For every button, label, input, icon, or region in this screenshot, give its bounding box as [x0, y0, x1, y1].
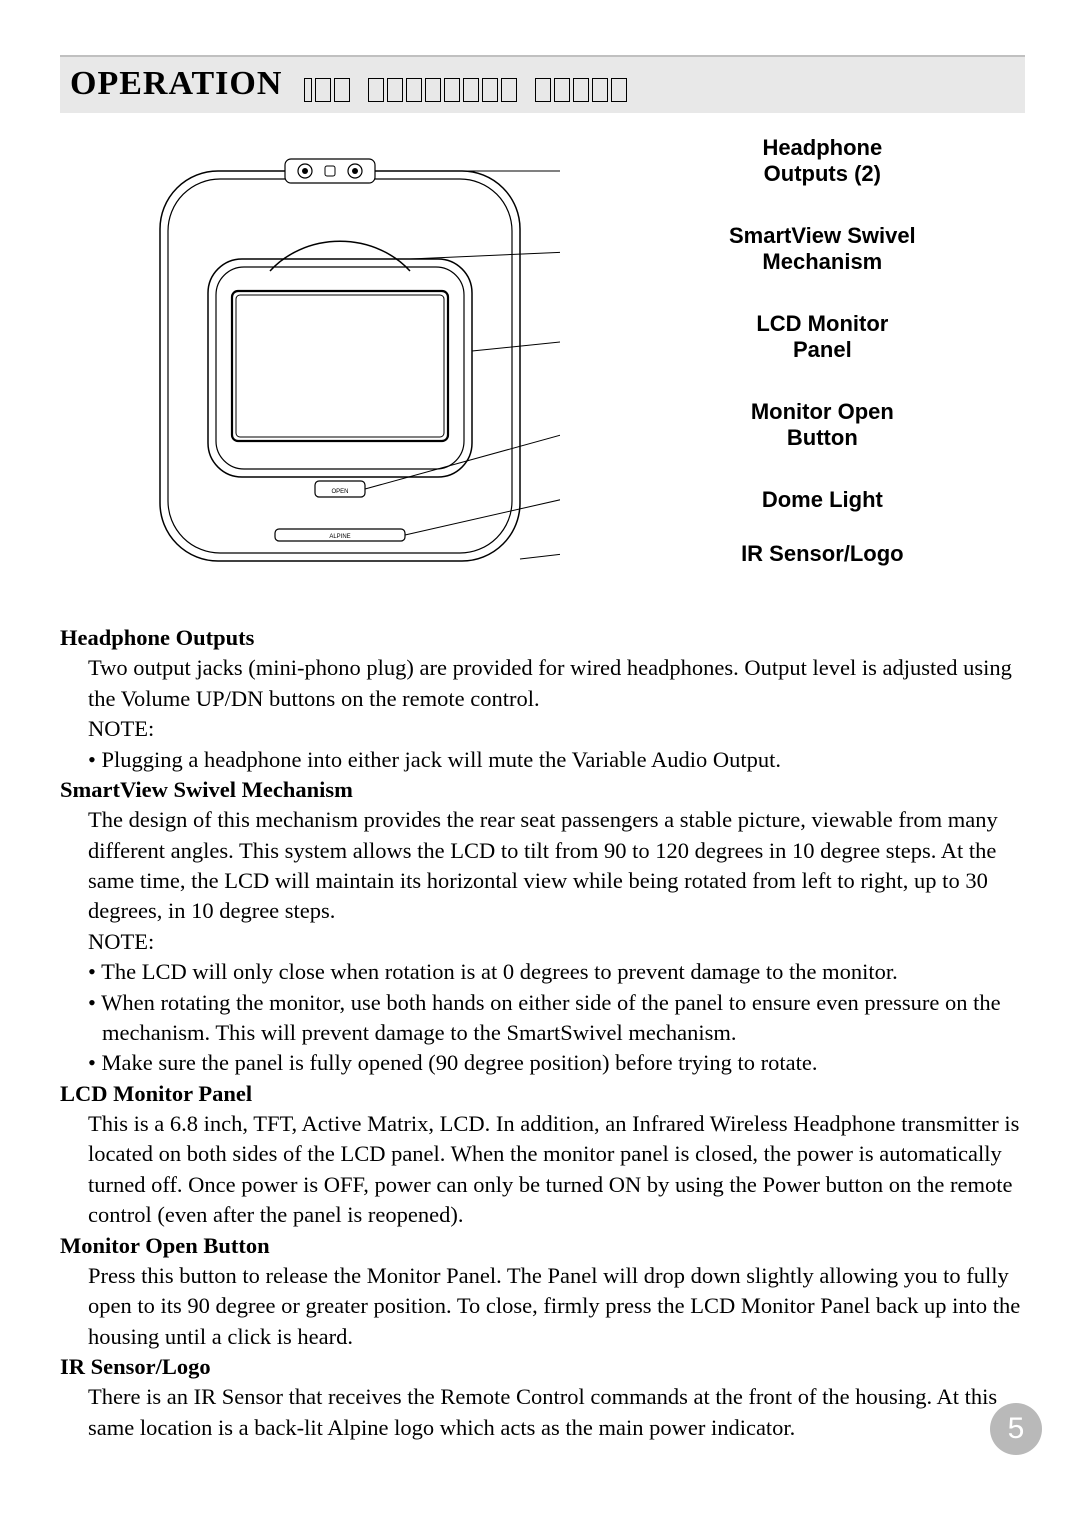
heading-ir-sensor-logo: IR Sensor/Logo — [60, 1352, 1025, 1382]
heading-headphone-outputs: Headphone Outputs — [60, 623, 1025, 653]
heading-smartview-swivel: SmartView Swivel Mechanism — [60, 775, 1025, 805]
subtitle-glyph-boxes — [304, 78, 627, 102]
label-dome-light: Dome Light — [620, 487, 1025, 513]
svg-text:OPEN: OPEN — [331, 489, 348, 495]
device-diagram: OPEN ALPINE — [120, 131, 560, 571]
text-headphone-outputs: Two output jacks (mini-phono plug) are p… — [88, 653, 1025, 714]
bullet-sv-3: • Make sure the panel is fully opened (9… — [88, 1048, 1025, 1078]
label-monitor-open-button: Monitor Open Button — [620, 399, 1025, 451]
section-heading-band: OPERATION — [60, 55, 1025, 113]
heading-monitor-open-button: Monitor Open Button — [60, 1231, 1025, 1261]
label-ir-sensor-logo: IR Sensor/Logo — [620, 541, 1025, 567]
bullet-sv-1: • The LCD will only close when rotation … — [88, 957, 1025, 987]
note-label: NOTE: — [88, 927, 1025, 957]
label-lcd-panel: LCD Monitor Panel — [620, 311, 1025, 363]
heading-lcd-monitor-panel: LCD Monitor Panel — [60, 1079, 1025, 1109]
text-smartview-swivel: The design of this mechanism provides th… — [88, 805, 1025, 927]
svg-text:ALPINE: ALPINE — [329, 534, 350, 540]
text-ir-sensor-logo: There is an IR Sensor that receives the … — [88, 1382, 1025, 1443]
note-label: NOTE: — [88, 714, 1025, 744]
text-monitor-open-button: Press this button to release the Monitor… — [88, 1261, 1025, 1352]
section-title: OPERATION — [70, 65, 282, 103]
page-number: 5 — [990, 1403, 1042, 1455]
text-lcd-monitor-panel: This is a 6.8 inch, TFT, Active Matrix, … — [88, 1109, 1025, 1231]
bullet-hp-1: • Plugging a headphone into either jack … — [88, 745, 1025, 775]
label-swivel-mechanism: SmartView Swivel Mechanism — [620, 223, 1025, 275]
bullet-sv-2: • When rotating the monitor, use both ha… — [88, 988, 1025, 1049]
label-headphone-outputs: Headphone Outputs (2) — [620, 135, 1025, 187]
